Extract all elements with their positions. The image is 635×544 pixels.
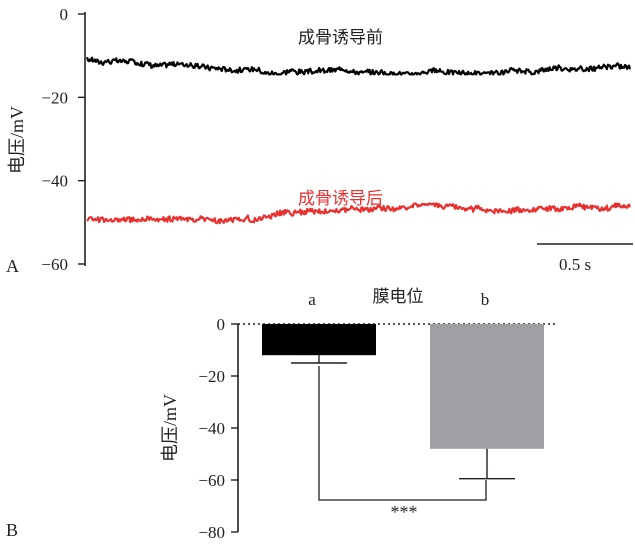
trace-series-2 [86, 202, 632, 225]
panel-b-title: 膜电位 [373, 287, 424, 306]
scale-bar-label: 0.5 s [559, 255, 591, 274]
panel-a-traces [85, 56, 632, 225]
panel-b-ticks: 0 −20 −40 −60 −80 [198, 315, 238, 542]
panel-a-ytick-label: 0 [60, 5, 69, 24]
panel-a-ytick-label: −40 [41, 172, 68, 191]
significance-bracket [318, 366, 487, 501]
bar-a [262, 324, 376, 356]
panel-b-ytick-label: −80 [198, 523, 225, 542]
panel-b-letter: B [6, 520, 18, 540]
trace-label-after: 成骨诱导后 [298, 189, 383, 208]
panel-a-letter: A [6, 256, 19, 276]
panel-a-ticks: 0 −20 −40 −60 [41, 5, 85, 274]
bar-label-b: b [481, 290, 490, 309]
bar-b [430, 324, 544, 449]
trace-label-before: 成骨诱导前 [298, 28, 383, 47]
significance-stars: *** [391, 502, 418, 522]
panel-b-ytick-label: −60 [198, 471, 225, 490]
panel-a-ytick-label: −60 [41, 255, 68, 274]
trace-series-1 [85, 56, 632, 76]
panel-b-ytick-label: 0 [217, 315, 226, 334]
panel-a-ytick-label: −20 [41, 88, 68, 107]
panel-b-ytick-label: −20 [198, 367, 225, 386]
panel-b-ytick-label: −40 [198, 419, 225, 438]
bar-label-a: a [308, 290, 316, 309]
panel-b-ylabel: 电压/mV [160, 394, 180, 462]
panel-a-ylabel: 电压/mV [7, 106, 27, 174]
